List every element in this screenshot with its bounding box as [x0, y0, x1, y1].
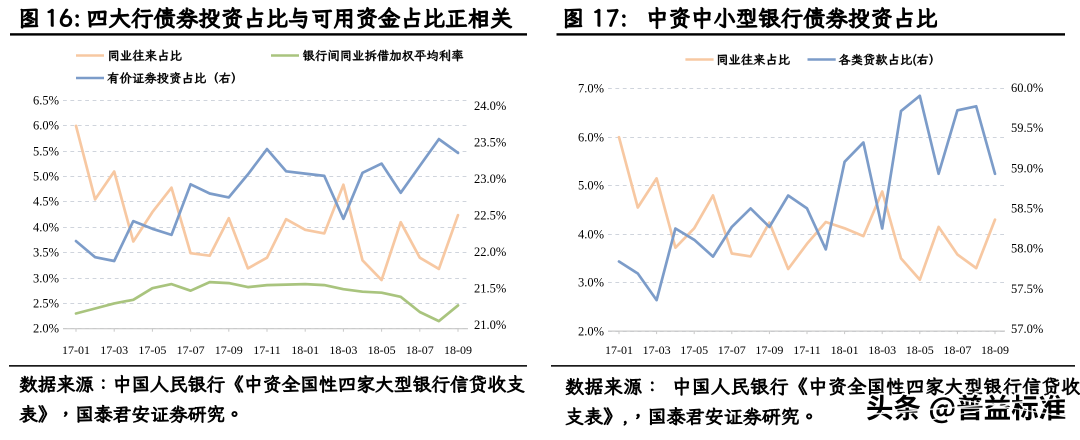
svg-text:2.0%: 2.0% — [578, 325, 604, 339]
svg-text:60.0%: 60.0% — [1011, 81, 1043, 95]
svg-text:2.5%: 2.5% — [33, 297, 59, 311]
svg-text:17-03: 17-03 — [100, 343, 128, 357]
svg-text:18-05: 18-05 — [368, 343, 396, 357]
svg-text:17-01: 17-01 — [605, 343, 633, 357]
svg-text:6.0%: 6.0% — [33, 119, 59, 133]
svg-text:4.0%: 4.0% — [578, 228, 604, 242]
svg-text:4.5%: 4.5% — [33, 195, 59, 209]
svg-text:17-01: 17-01 — [62, 343, 90, 357]
svg-text:18-05: 18-05 — [906, 343, 934, 357]
svg-text:6.0%: 6.0% — [578, 131, 604, 145]
svg-text:59.5%: 59.5% — [1011, 121, 1043, 135]
svg-text:17-03: 17-03 — [643, 343, 671, 357]
svg-text:18-03: 18-03 — [868, 343, 896, 357]
svg-text:2.0%: 2.0% — [33, 322, 59, 336]
svg-text:18-01: 18-01 — [291, 343, 319, 357]
svg-text:57.0%: 57.0% — [1011, 322, 1043, 336]
svg-text:18-09: 18-09 — [444, 343, 472, 357]
svg-text:17-09: 17-09 — [755, 343, 783, 357]
svg-text:18-01: 18-01 — [831, 343, 859, 357]
svg-text:7.0%: 7.0% — [578, 82, 604, 96]
svg-text:3.0%: 3.0% — [578, 276, 604, 290]
svg-text:5.0%: 5.0% — [33, 170, 59, 184]
svg-text:58.0%: 58.0% — [1011, 242, 1043, 256]
svg-text:23.5%: 23.5% — [474, 136, 506, 150]
svg-text:22.5%: 22.5% — [474, 209, 506, 223]
svg-text:4.0%: 4.0% — [33, 221, 59, 235]
svg-text:3.0%: 3.0% — [33, 272, 59, 286]
svg-text:5.0%: 5.0% — [578, 179, 604, 193]
svg-text:3.5%: 3.5% — [33, 246, 59, 260]
svg-text:17-11: 17-11 — [793, 343, 821, 357]
svg-text:24.0%: 24.0% — [474, 99, 506, 113]
svg-text:17-11: 17-11 — [253, 343, 281, 357]
svg-text:18-07: 18-07 — [406, 343, 434, 357]
svg-text:21.5%: 21.5% — [474, 282, 506, 296]
svg-text:17-09: 17-09 — [215, 343, 243, 357]
svg-text:21.0%: 21.0% — [474, 318, 506, 332]
svg-text:17-05: 17-05 — [138, 343, 166, 357]
svg-text:18-07: 18-07 — [943, 343, 971, 357]
svg-text:23.0%: 23.0% — [474, 172, 506, 186]
svg-text:18-09: 18-09 — [981, 343, 1009, 357]
svg-text:17-07: 17-07 — [177, 343, 205, 357]
svg-text:58.5%: 58.5% — [1011, 202, 1043, 216]
svg-text:17-05: 17-05 — [680, 343, 708, 357]
svg-text:57.5%: 57.5% — [1011, 282, 1043, 296]
svg-text:5.5%: 5.5% — [33, 145, 59, 159]
svg-text:22.0%: 22.0% — [474, 245, 506, 259]
svg-text:59.0%: 59.0% — [1011, 161, 1043, 175]
svg-text:18-03: 18-03 — [329, 343, 357, 357]
svg-text:6.5%: 6.5% — [33, 94, 59, 108]
svg-text:17-07: 17-07 — [718, 343, 746, 357]
